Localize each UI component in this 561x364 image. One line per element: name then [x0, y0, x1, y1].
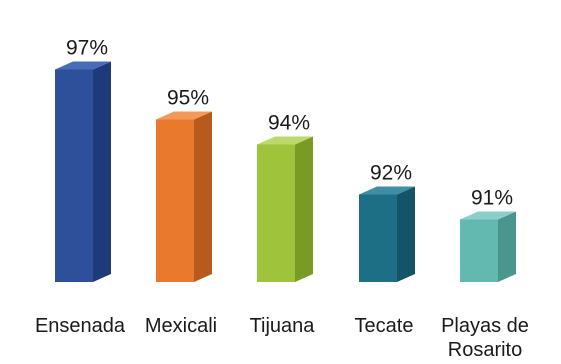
bar-4-top — [359, 186, 415, 195]
value-label-5: 91% — [471, 187, 513, 210]
bar-2-top — [156, 111, 212, 120]
bar-3-top — [257, 136, 313, 145]
value-label-3: 94% — [268, 112, 310, 135]
bar-4-side — [397, 186, 415, 282]
category-label-5: Playas de Rosarito — [441, 315, 529, 361]
bar-1-top — [55, 61, 111, 70]
bar-4 — [359, 194, 397, 282]
bar-5 — [460, 219, 498, 282]
value-label-2: 95% — [167, 87, 209, 110]
bar-1-side — [93, 61, 111, 282]
category-label-4: Tecate — [355, 315, 414, 337]
bar-2 — [156, 119, 194, 282]
category-label-1: Ensenada — [35, 315, 126, 337]
bar-1 — [55, 69, 93, 282]
category-label-3: Tijuana — [250, 315, 316, 337]
bar-3 — [257, 144, 295, 282]
category-label-2: Mexicali — [145, 315, 217, 337]
bar-2-side — [194, 111, 212, 282]
bar-5-side — [498, 211, 516, 282]
value-label-1: 97% — [66, 37, 108, 60]
bar-5-top — [460, 211, 516, 220]
bar-3-side — [295, 136, 313, 282]
value-label-4: 92% — [370, 162, 412, 185]
